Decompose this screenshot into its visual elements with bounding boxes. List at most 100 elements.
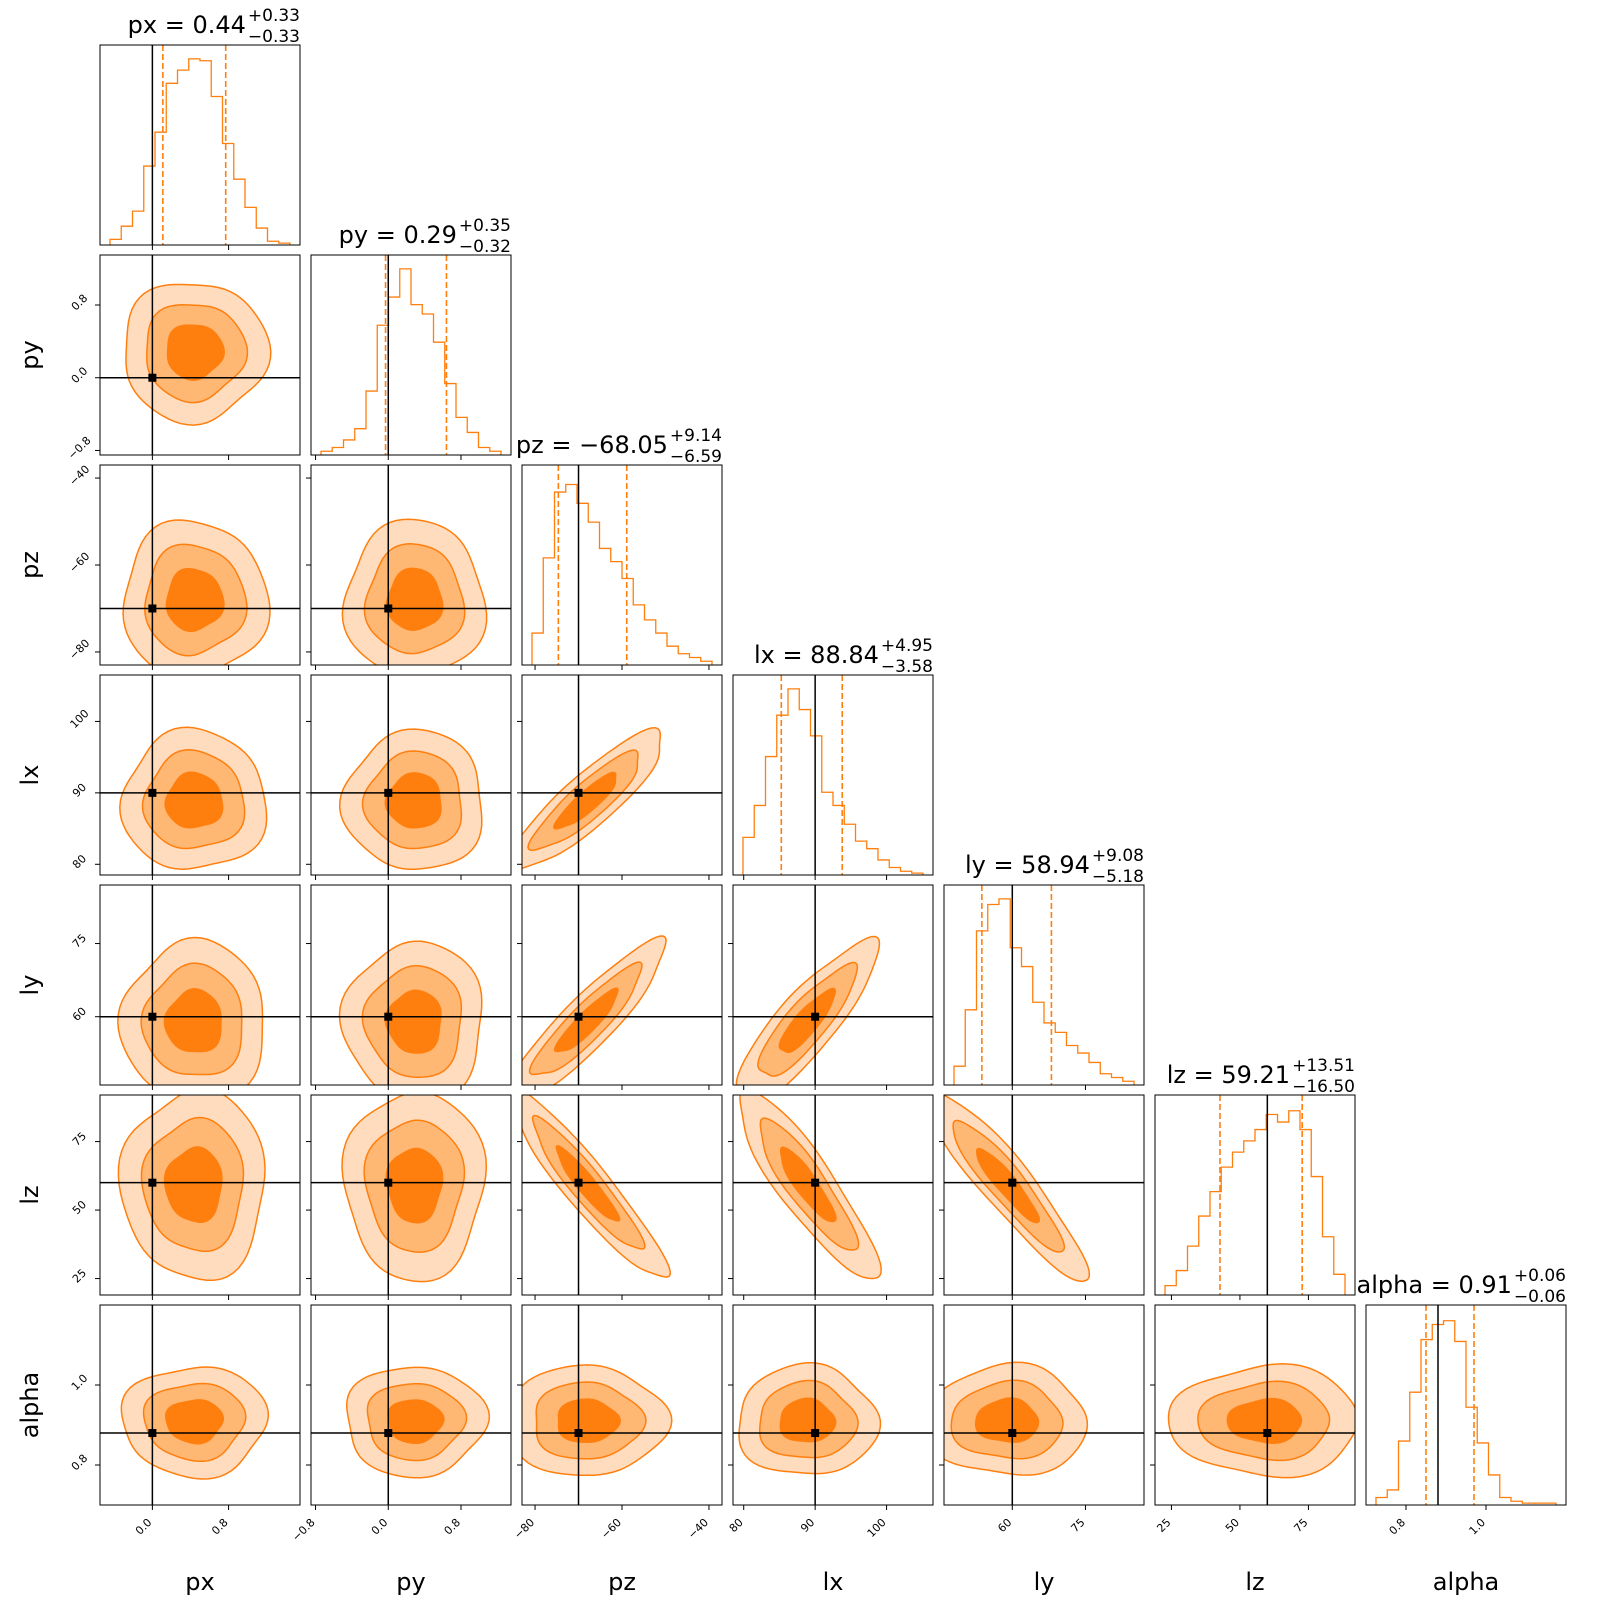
y-tick-label: 1.0 [69,1372,91,1394]
panel-ly-ly: ly = 58.94 +9.08−5.18 [943,846,1145,1090]
y-tick-label: 60 [70,1005,89,1024]
contour-level-1 [779,1397,837,1443]
title-plus: +0.33 [248,6,300,26]
panel-frame [943,1094,1145,1296]
panel-ly-px: 60 75 [70,884,301,1090]
panel-lz-px: 25 50 75 [70,1094,301,1300]
title-plus: +9.14 [670,426,722,446]
panel-alpha-py: −0.8 0.0 0.8 [290,1304,512,1544]
contour-level-1 [553,771,617,830]
y-axis-label-py: py [16,340,44,369]
truth-marker [811,1012,820,1021]
truth-marker [148,604,157,613]
contour-level-1 [163,1146,223,1223]
y-tick-label: 100 [68,707,92,731]
panel-alpha-lx: 80 90 100 [727,1304,934,1540]
title-minus: −5.18 [1092,867,1144,887]
y-axis-label-pz: pz [16,551,44,579]
panel-alpha-px: 0.0 0.8 0.8 1.0 [69,1304,301,1538]
title-lz: lz = 59.21 [1167,1061,1290,1089]
panel-lx-py [306,674,512,880]
y-axis-label-lx: lx [16,765,44,786]
contour-level-1 [557,1398,621,1444]
histogram-py [320,268,502,455]
title-minus: −0.33 [248,27,300,47]
x-tick-label: 1.0 [1467,1516,1489,1538]
panel-py-px: −0.8 0.0 0.8 [65,254,301,462]
truth-marker [1008,1178,1017,1187]
histogram-ly [953,898,1135,1085]
x-tick-label: 0.0 [133,1516,155,1538]
title-plus: +9.08 [1092,846,1144,866]
x-tick-label: 100 [865,1516,889,1540]
y-tick-label: −40 [67,463,93,489]
panel-lz-lx [728,1094,934,1300]
title-py: py = 0.29 [339,221,457,249]
truth-marker [384,604,393,613]
title-plus: +0.35 [459,216,511,236]
x-tick-label: 60 [995,1516,1014,1535]
panel-frame [310,674,512,876]
contour-level-1 [974,1397,1040,1443]
y-tick-label: 0.0 [69,364,91,386]
contour-level-1 [778,987,837,1054]
y-axis-label-lz: lz [16,1185,44,1204]
x-axis-label-px: px [185,1568,214,1596]
title-plus: +0.06 [1514,1266,1566,1286]
panel-frame [99,674,301,876]
truth-marker [384,1178,393,1187]
panel-frame [99,884,301,1086]
title-minus: −6.59 [670,447,722,467]
histogram-pz [531,483,713,665]
panel-frame [99,44,301,246]
panel-pz-pz: pz = −68.05 +9.14−6.59 [516,426,723,670]
y-tick-label: 50 [70,1198,89,1217]
panel-frame [99,1304,301,1506]
panel-frame [732,1094,934,1296]
contour-level-1 [779,1146,837,1223]
x-axis-label-alpha: alpha [1433,1568,1500,1596]
panel-lz-py [306,1094,512,1300]
x-axis-label-pz: pz [608,1568,636,1596]
y-axis-label-ly: ly [16,975,44,996]
panel-alpha-pz: −80 −60 −40 [512,1304,723,1542]
x-tick-label: 75 [1291,1516,1310,1535]
x-tick-label: −60 [599,1516,625,1542]
panel-frame [1154,1304,1356,1506]
x-tick-label: 0.0 [369,1516,391,1538]
title-pz: pz = −68.05 [516,431,668,459]
panel-frame [99,1094,301,1296]
histogram-px [109,58,291,245]
panel-frame [310,884,512,1086]
title-plus: +13.51 [1292,1056,1355,1076]
contour-level-1 [553,987,619,1053]
panel-ly-lx [728,884,934,1090]
x-tick-label: 80 [727,1516,746,1535]
panel-frame [99,254,301,456]
y-tick-label: 75 [70,932,89,951]
panel-lz-pz [517,1094,723,1300]
contour-level-1 [975,1147,1041,1224]
truth-marker [811,1178,820,1187]
truth-marker [574,788,583,797]
truth-marker [148,788,157,797]
x-tick-label: 75 [1068,1516,1087,1535]
title-ly: ly = 58.94 [965,851,1090,879]
contour-level-1 [166,324,225,381]
panel-frame [310,254,512,456]
y-tick-label: −0.8 [65,434,93,462]
panel-frame [310,1304,512,1506]
y-tick-label: −80 [67,637,93,663]
panel-alpha-ly: 60 75 [939,1304,1145,1535]
x-tick-label: −80 [512,1516,538,1542]
y-tick-label: −60 [67,550,93,576]
x-tick-label: 50 [1223,1516,1242,1535]
y-tick-label: 75 [70,1130,89,1149]
histogram-lz [1164,1110,1346,1295]
x-axis-label-lz: lz [1245,1568,1264,1596]
x-tick-label: 90 [798,1516,817,1535]
title-minus: −0.32 [459,237,511,257]
title-minus: −3.58 [881,657,933,677]
contour-level-1 [164,771,224,829]
